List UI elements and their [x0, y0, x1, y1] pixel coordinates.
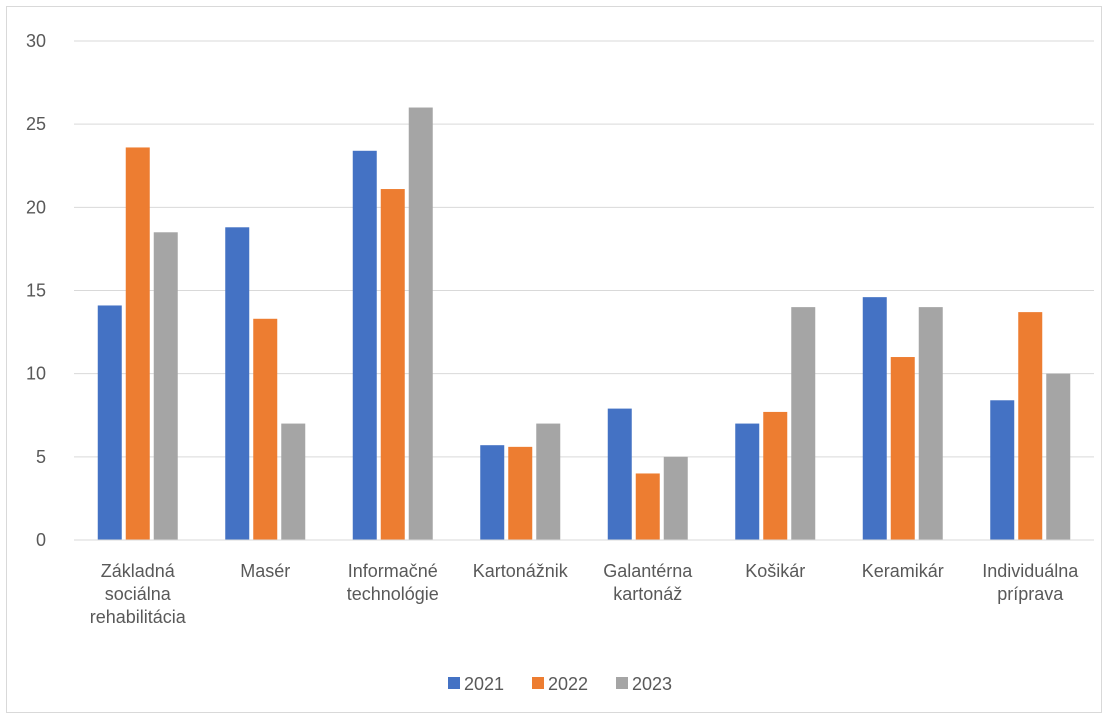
- bar-2021-cat-5: [735, 423, 760, 540]
- y-tick-label-10: 10: [26, 364, 46, 384]
- y-axis-tick-labels: 0 5 10 15 20 25 30: [26, 31, 46, 550]
- bar-2023-cat-4: [663, 456, 688, 540]
- legend-swatch-2023: [616, 677, 628, 689]
- legend: 2021 2022 2023: [448, 674, 672, 694]
- bar-2022-cat-2: [380, 189, 405, 540]
- bar-2022-cat-5: [763, 411, 788, 540]
- legend-label-2021: 2021: [464, 674, 504, 694]
- bars: [97, 107, 1071, 541]
- y-tick-label-25: 25: [26, 114, 46, 134]
- legend-swatch-2021: [448, 677, 460, 689]
- bar-2022-cat-3: [508, 446, 533, 540]
- bar-2021-cat-1: [225, 227, 250, 540]
- category-label-6: Keramikár: [862, 561, 944, 581]
- y-tick-label-15: 15: [26, 281, 46, 301]
- category-labels: Základná sociálna rehabilitácia Masér Inform…: [90, 561, 1080, 627]
- category-label-0: Základná sociálna rehabilitácia: [90, 561, 187, 627]
- category-label-1: Masér: [240, 561, 290, 581]
- bar-2022-cat-4: [635, 473, 660, 540]
- bar-2022-cat-7: [1018, 312, 1043, 540]
- bar-2023-cat-2: [408, 107, 433, 541]
- category-label-4: Galantérna kartonáž: [603, 561, 693, 604]
- y-tick-label-5: 5: [36, 447, 46, 467]
- legend-swatch-2022: [532, 677, 544, 689]
- y-tick-label-0: 0: [36, 530, 46, 550]
- legend-label-2023: 2023: [632, 674, 672, 694]
- category-label-7: Individuálna príprava: [982, 561, 1079, 604]
- bar-2021-cat-0: [97, 305, 122, 540]
- bar-2022-cat-6: [890, 357, 915, 540]
- category-label-3: Kartonážnik: [473, 561, 569, 581]
- y-tick-label-20: 20: [26, 197, 46, 217]
- bar-2023-cat-6: [918, 307, 943, 540]
- bar-2022-cat-0: [125, 147, 150, 540]
- bar-2021-cat-4: [607, 408, 632, 540]
- bar-2023-cat-7: [1046, 373, 1071, 540]
- category-label-2: Informačné technológie: [347, 561, 439, 604]
- bar-2023-cat-3: [536, 423, 561, 540]
- category-label-5: Košikár: [745, 561, 805, 581]
- bar-2023-cat-5: [791, 307, 816, 540]
- bar-2022-cat-1: [253, 318, 278, 540]
- bar-2021-cat-7: [990, 400, 1015, 540]
- bar-2021-cat-3: [480, 445, 505, 540]
- bar-2023-cat-0: [153, 232, 178, 541]
- bar-2021-cat-6: [862, 297, 887, 540]
- bar-2021-cat-2: [352, 150, 377, 540]
- legend-label-2022: 2022: [548, 674, 588, 694]
- bar-2023-cat-1: [281, 423, 306, 540]
- y-tick-label-30: 30: [26, 31, 46, 51]
